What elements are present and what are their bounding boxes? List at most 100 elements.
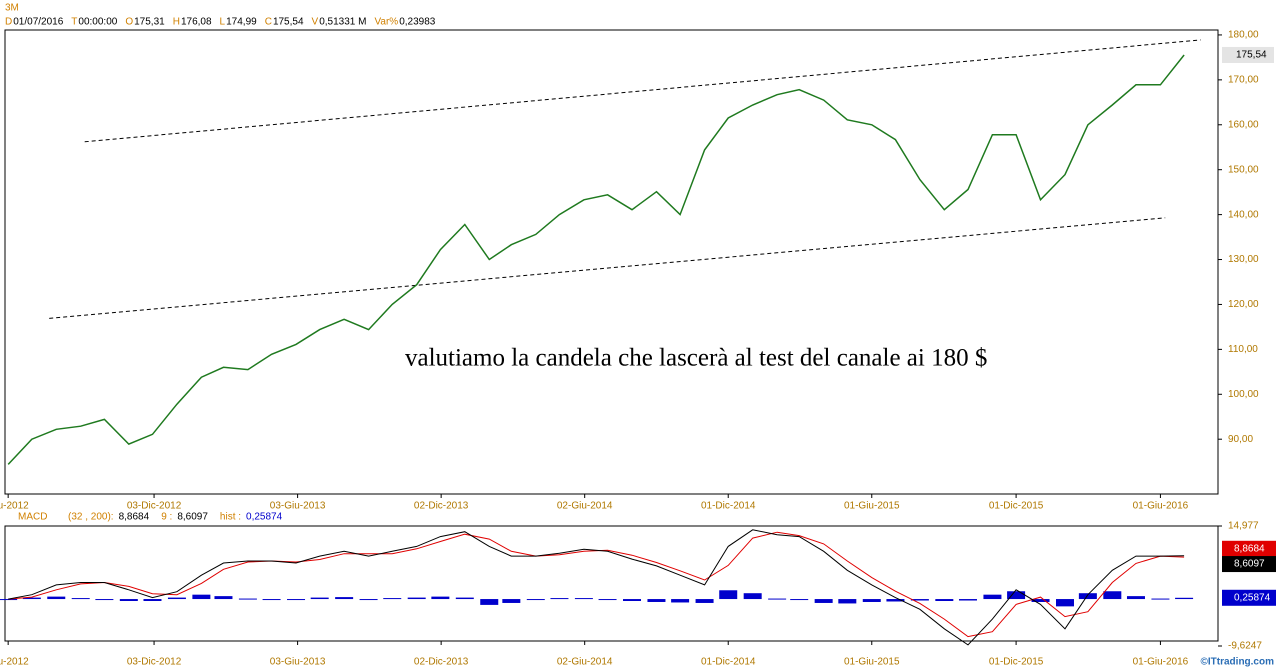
histogram-bar	[1103, 591, 1122, 600]
macd-line	[8, 529, 1185, 646]
histogram-bar	[910, 599, 929, 601]
x-tick-label: 03-Giu-2013	[270, 501, 326, 512]
histogram-bar	[838, 599, 857, 604]
field-value: 176,08	[181, 17, 212, 28]
histogram-bar	[71, 598, 90, 600]
x-tick-label: 02-Giu-2014	[557, 657, 613, 668]
histogram-bar	[790, 599, 809, 601]
histogram-bar	[310, 597, 329, 600]
histogram-bar	[935, 599, 954, 602]
histogram-bar	[359, 599, 378, 601]
y-tick-label: 90,00	[1228, 434, 1253, 445]
histogram-bar	[695, 599, 714, 603]
field-value: 00:00:00	[78, 17, 117, 28]
field-value: 174,99	[226, 17, 257, 28]
field-label: V	[312, 17, 319, 28]
y-tick-label: 150,00	[1228, 164, 1259, 175]
symbol: 3M	[5, 3, 19, 14]
legend-value: 8,6097	[177, 512, 208, 523]
x-tick-label: 02-Giu-2014	[557, 501, 613, 512]
histogram-bar	[719, 590, 738, 600]
x-tick-label: 02-Dic-2013	[414, 501, 469, 512]
field-label: L	[220, 17, 226, 28]
field-label: Var%	[374, 17, 398, 28]
field-value: 175,54	[273, 17, 304, 28]
histogram-bar	[814, 599, 833, 603]
last-value-label: 8,6097	[1234, 559, 1265, 570]
histogram-bar	[480, 599, 499, 605]
histogram-bar	[1031, 599, 1050, 602]
field-value: 0,51331 M	[319, 17, 366, 28]
macd-line	[8, 531, 1185, 638]
field-label: H	[173, 17, 180, 28]
footer: ©ITtrading.com	[1201, 657, 1275, 668]
y-tick-label: 100,00	[1228, 389, 1259, 400]
histogram-bar	[143, 599, 162, 602]
x-tick-label: 01-Dic-2014	[701, 657, 756, 668]
x-tick-label: 02-Dic-2013	[414, 657, 469, 668]
histogram-bar	[407, 597, 426, 600]
legend-label: 9 :	[161, 512, 172, 523]
histogram-bar	[1055, 599, 1074, 607]
legend-label: hist :	[220, 512, 241, 523]
last-price-box	[1222, 46, 1274, 63]
histogram-bar	[95, 599, 114, 601]
x-tick-label: Giu-2012	[0, 501, 29, 512]
field-label: O	[125, 17, 133, 28]
histogram-bar	[1078, 593, 1097, 600]
x-tick-label: 01-Giu-2016	[1133, 657, 1189, 668]
histogram-bar	[958, 599, 977, 601]
legend-label: (32 , 200):	[68, 512, 114, 523]
x-tick-label: 01-Giu-2015	[844, 657, 900, 668]
last-value-label: 8,8684	[1234, 543, 1265, 554]
y-tick-label: 160,00	[1228, 119, 1259, 130]
histogram-bar	[623, 599, 642, 602]
ohlc-header: D 01/07/2016 T 00:00:00 O 175,31 H 176,08 L 174,9…	[5, 17, 436, 28]
x-tick-label: Giu-2012	[0, 657, 29, 668]
field-label: T	[71, 17, 77, 28]
legend-value: 8,8684	[119, 512, 150, 523]
x-tick-label: 01-Dic-2015	[989, 501, 1044, 512]
x-tick-label: 01-Dic-2014	[701, 501, 756, 512]
histogram-bar	[502, 599, 521, 603]
histogram-bar	[671, 599, 690, 603]
last-value-label: 0,25874	[1234, 592, 1271, 603]
annotation: valutiamo la candela che lascerà al test…	[405, 345, 987, 372]
y-tick-label: 110,00	[1228, 344, 1258, 355]
channel-line	[84, 39, 1201, 143]
histogram-bar	[192, 594, 211, 600]
histogram-bar	[598, 599, 617, 601]
price-panel	[4, 29, 1219, 495]
macd-title: MACD	[18, 512, 47, 523]
field-label: D	[5, 17, 12, 28]
histogram-bar	[1151, 598, 1170, 600]
histogram-bar	[886, 599, 905, 602]
x-tick-label: 03-Dic-2012	[127, 657, 182, 668]
histogram-bar	[862, 599, 881, 602]
histogram-bar	[119, 599, 138, 602]
legend-value: 0,25874	[246, 512, 283, 523]
histogram-bar	[262, 599, 281, 601]
histogram-bar	[550, 598, 569, 600]
histogram-bar	[238, 598, 257, 600]
histogram-bar	[983, 594, 1002, 600]
histogram-bar	[335, 597, 354, 600]
x-tick-label: 01-Giu-2016	[1133, 501, 1189, 512]
histogram-bar	[574, 598, 593, 600]
field-value: 175,31	[134, 17, 165, 28]
histogram-bar	[214, 596, 233, 600]
histogram-bar	[47, 596, 66, 600]
histogram-bar	[768, 598, 787, 600]
histogram-bar	[22, 597, 41, 600]
histogram-bar	[383, 598, 402, 600]
field-label: C	[265, 17, 272, 28]
histogram-bar	[287, 599, 306, 601]
field-value: 0,23983	[399, 17, 436, 28]
y-tick-label: 14,977	[1228, 521, 1259, 532]
channel-line	[49, 217, 1166, 319]
field-value: 01/07/2016	[13, 17, 63, 28]
x-tick-label: 01-Dic-2015	[989, 657, 1044, 668]
x-tick-label: 03-Dic-2012	[127, 501, 182, 512]
macd-panel	[4, 525, 1219, 642]
